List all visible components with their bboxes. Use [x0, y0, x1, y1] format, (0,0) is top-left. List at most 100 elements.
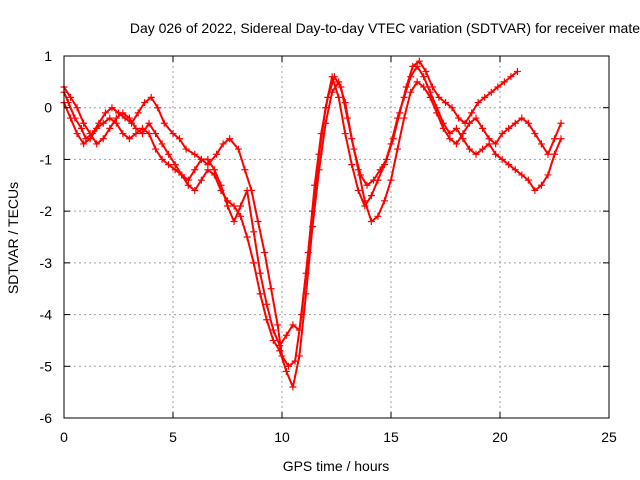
- data-point-marker: [80, 119, 88, 127]
- data-point-marker: [472, 114, 480, 122]
- data-point-marker: [524, 176, 532, 184]
- x-tick-label-5: 25: [601, 429, 617, 445]
- data-point-marker: [367, 217, 375, 225]
- data-point-marker: [160, 119, 168, 127]
- data-point-marker: [182, 145, 190, 153]
- data-point-marker: [505, 161, 513, 169]
- data-point-marker: [537, 181, 545, 189]
- data-point-marker: [86, 130, 94, 138]
- data-point-marker: [428, 83, 436, 91]
- data-point-marker: [77, 124, 85, 132]
- data-point-marker: [250, 259, 258, 267]
- data-point-marker: [513, 68, 521, 76]
- y-tick-label-6: 0: [44, 100, 52, 116]
- data-point-marker: [413, 78, 421, 86]
- data-point-marker: [374, 176, 382, 184]
- data-point-marker: [93, 124, 101, 132]
- data-point-marker: [557, 135, 565, 143]
- data-point-marker: [446, 130, 454, 138]
- data-point-marker: [465, 119, 473, 127]
- data-point-marker: [106, 124, 114, 132]
- x-tick-label-1: 5: [169, 429, 177, 445]
- data-point-marker: [93, 140, 101, 148]
- data-point-marker: [315, 150, 323, 158]
- data-point-marker: [511, 119, 519, 127]
- data-point-marker: [387, 140, 395, 148]
- data-point-marker: [243, 186, 251, 194]
- data-point-marker: [243, 233, 251, 241]
- y-tick-label-0: -6: [40, 410, 53, 426]
- data-point-marker: [500, 78, 508, 86]
- data-point-marker: [537, 140, 545, 148]
- data-point-marker: [73, 104, 81, 112]
- data-point-marker: [426, 88, 434, 96]
- data-point-marker: [361, 202, 369, 210]
- data-point-marker: [204, 155, 212, 163]
- data-point-marker: [341, 99, 349, 107]
- data-point-marker: [197, 176, 205, 184]
- data-point-marker: [544, 150, 552, 158]
- x-tick-label-2: 10: [274, 429, 290, 445]
- data-point-marker: [158, 155, 166, 163]
- x-tick-label-4: 20: [492, 429, 508, 445]
- data-point-marker: [452, 124, 460, 132]
- series-line-track-b: [63, 80, 562, 388]
- data-point-marker: [152, 130, 160, 138]
- data-point-marker: [481, 93, 489, 101]
- data-point-marker: [302, 269, 310, 277]
- data-point-marker: [276, 342, 284, 350]
- data-point-marker: [234, 145, 242, 153]
- data-point-marker: [274, 321, 282, 329]
- data-point-marker: [269, 336, 277, 344]
- data-point-marker: [230, 217, 238, 225]
- series-track-c: [60, 62, 565, 350]
- series-line-track-c: [63, 65, 562, 347]
- data-point-marker: [487, 88, 495, 96]
- data-point-marker: [191, 166, 199, 174]
- data-point-marker: [263, 316, 271, 324]
- data-point-marker: [67, 93, 75, 101]
- data-point-marker: [169, 130, 177, 138]
- data-point-marker: [165, 161, 173, 169]
- data-point-marker: [407, 73, 415, 81]
- plot-frame: [63, 55, 610, 419]
- series-track-a: [60, 57, 521, 370]
- data-point-marker: [125, 135, 133, 143]
- data-point-marker: [112, 114, 120, 122]
- data-point-marker: [498, 155, 506, 163]
- y-tick-label-2: -4: [40, 307, 53, 323]
- data-point-marker: [108, 104, 116, 112]
- data-point-marker: [226, 135, 234, 143]
- data-point-marker: [505, 124, 513, 132]
- data-point-marker: [380, 161, 388, 169]
- data-point-marker: [479, 145, 487, 153]
- data-point-marker: [448, 104, 456, 112]
- data-point-marker: [472, 150, 480, 158]
- data-point-marker: [237, 202, 245, 210]
- data-point-marker: [380, 197, 388, 205]
- data-point-marker: [498, 130, 506, 138]
- data-point-marker: [474, 99, 482, 107]
- data-point-marker: [374, 212, 382, 220]
- data-point-marker: [191, 186, 199, 194]
- data-point-marker: [204, 166, 212, 174]
- data-point-marker: [295, 352, 303, 360]
- data-point-marker: [119, 109, 127, 117]
- data-point-marker: [518, 171, 526, 179]
- data-point-marker: [531, 186, 539, 194]
- data-point-marker: [261, 249, 269, 257]
- y-tick-labels: -6 -5 -4 -3 -2 -1 0 1: [40, 48, 53, 426]
- data-point-marker: [415, 57, 423, 65]
- data-point-marker: [224, 202, 231, 210]
- x-tick-label-3: 15: [383, 429, 399, 445]
- data-point-marker: [524, 119, 532, 127]
- data-point-marker: [413, 62, 421, 70]
- y-axis-label: SDTVAR / TECUs: [5, 182, 21, 294]
- x-tick-labels: 0 5 10 15 20 25: [60, 429, 617, 445]
- data-point-marker: [210, 166, 218, 174]
- data-point-marker: [442, 99, 449, 107]
- data-point-marker: [99, 119, 107, 127]
- data-point-marker: [176, 135, 184, 143]
- data-point-marker: [256, 269, 264, 277]
